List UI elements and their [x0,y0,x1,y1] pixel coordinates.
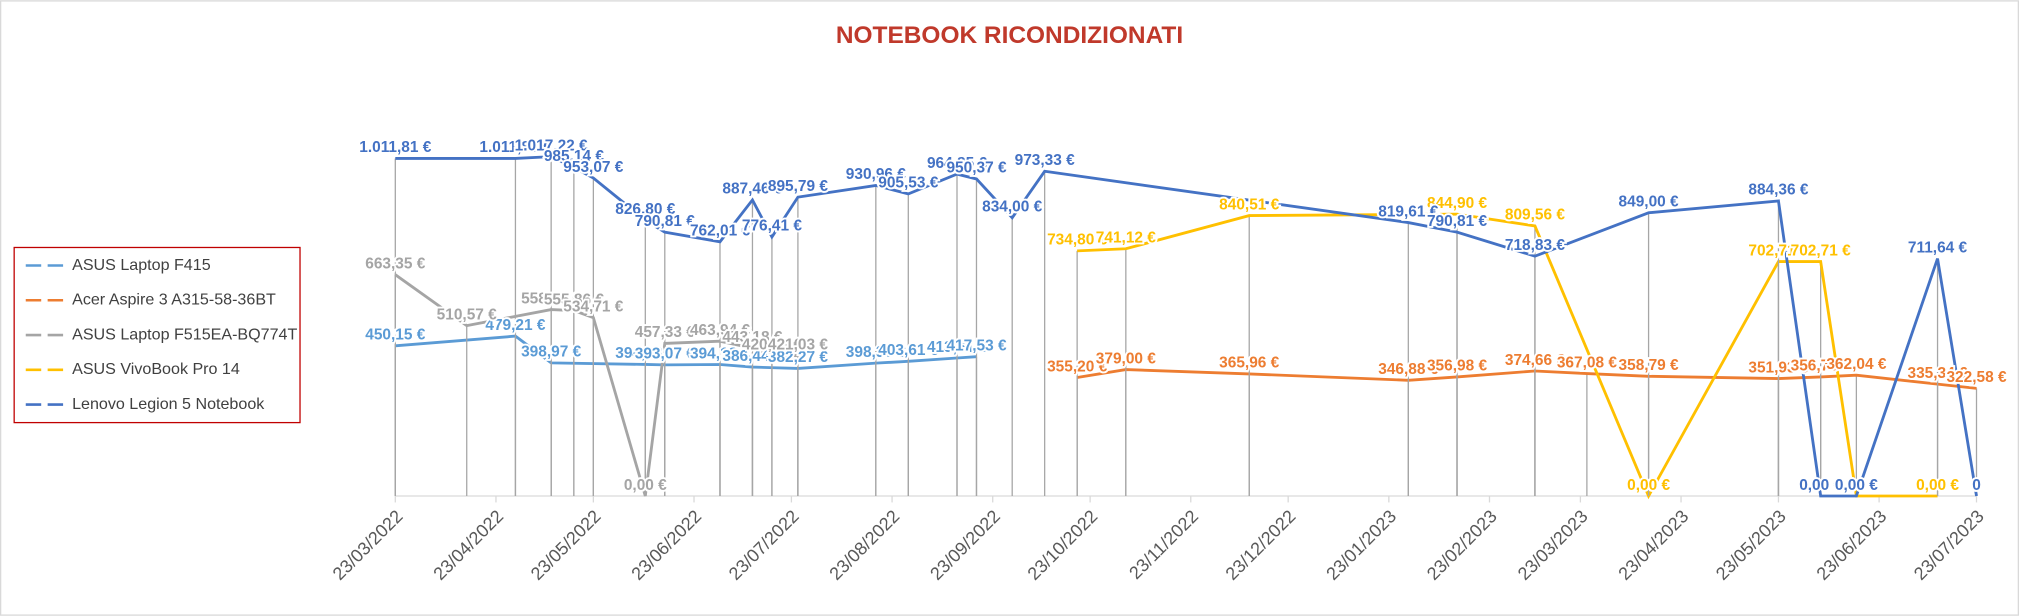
data-label: 335,34 € [1907,365,1968,382]
data-label: 0,00 € [1835,477,1878,494]
chart-title: NOTEBOOK RICONDIZIONATI [836,22,1183,49]
data-label: 849,00 € [1619,194,1680,211]
data-label: 322,58 € [1946,369,2007,386]
data-label: 558,85 € [521,290,582,307]
data-label: 790,81 € [635,213,696,230]
legend-label: Acer Aspire 3 A315-58-36BT [72,291,276,309]
data-label: 394,38 € [615,345,676,362]
data-label: 394,18 € [690,345,751,362]
data-label: 950,37 € [946,160,1007,177]
data-label: 0,00 € [1799,477,1842,494]
data-label: 382,27 € [768,349,829,366]
series-line [395,155,1978,498]
data-label: 367,08 € [1557,354,1618,371]
data-label: 741,12 € [1096,230,1157,247]
data-label: 702,71 € [1748,242,1809,259]
data-label: 421,03 € [768,336,829,353]
data-label: 0,00 € [1835,477,1878,494]
data-label: 884,36 € [1748,182,1809,199]
data-label: 702,71 € [1791,242,1852,259]
data-label: 973,33 € [1015,152,1076,169]
data-label: 930,96 € [846,166,907,183]
data-label: 905,53 € [878,175,939,192]
data-label: 0,00 € [624,477,667,494]
data-label: 826,80 € [615,201,676,218]
data-label: 479,21 € [485,317,546,334]
data-label: 985,14 € [544,148,605,165]
data-label: 887,46 € [722,181,783,198]
data-label: 398,97 € [521,344,582,361]
data-label: 555,86 € [544,291,605,308]
data-label: 362,04 € [1826,356,1887,373]
data-label: 386,44 € [722,348,783,365]
data-label: 510,57 € [437,306,498,323]
data-label: 417,53 € [946,337,1007,354]
data-label: 1.011,81 € [479,139,552,156]
legend-label: ASUS VivoBook Pro 14 [72,360,240,378]
data-label: 834,00 € [982,199,1043,216]
series-line [1077,212,1938,500]
data-label: 374,66 € [1505,352,1566,369]
data-label: 346,88 € [1378,361,1439,378]
legend-label: ASUS Laptop F515EA-BQ774T [72,325,297,343]
data-label: 776,41 € [742,218,803,235]
data-label: 356,78 € [1791,358,1852,375]
data-label: 0,00 € [1627,477,1670,494]
data-label: 0 [1972,477,1981,494]
data-label: 663,35 € [365,255,426,272]
data-label: 457,33 € [635,324,696,341]
data-label: 420,09 € [742,337,803,354]
data-label: 443,18 € [722,329,783,346]
data-label: 844,90 € [1427,195,1488,212]
series-line [395,334,977,370]
data-label: 1.017,22 € [515,137,588,154]
data-label: 355,20 € [1047,358,1108,375]
data-label: 413,61 € [927,339,988,356]
data-label: 840,51 € [1219,196,1280,213]
data-label: 964,85 € [927,155,988,172]
data-label: 463,94 € [690,322,751,339]
data-label: 534,71 € [563,298,624,315]
data-label: 358,79 € [1619,357,1680,374]
data-label: 895,79 € [768,178,829,195]
data-label: 711,64 € [1908,239,1968,256]
data-label: 819,61 € [1378,203,1439,220]
data-label: 379,00 € [1096,350,1157,367]
data-label: 398,30 € [846,344,907,361]
data-label: 734,80 € [1047,232,1108,249]
legend-label: ASUS Laptop F415 [72,256,211,274]
data-label: 809,56 € [1505,207,1566,224]
data-label: 762,01 € [690,223,751,240]
data-label: 953,07 € [563,159,624,176]
legend-label: Lenovo Legion 5 Notebook [72,395,265,413]
data-label: 790,81 € [1427,213,1488,230]
data-label: 365,96 € [1219,355,1280,372]
data-label: 718,83 € [1505,237,1566,254]
data-label: 403,61 € [878,342,939,359]
data-label: 1.011,81 € [359,139,432,156]
data-label: 393,07 € [635,346,696,363]
data-label: 0,00 € [1916,477,1959,494]
data-label: 356,98 € [1427,358,1488,375]
data-label: 450,15 € [365,327,426,344]
data-label: 351,93 € [1748,359,1809,376]
